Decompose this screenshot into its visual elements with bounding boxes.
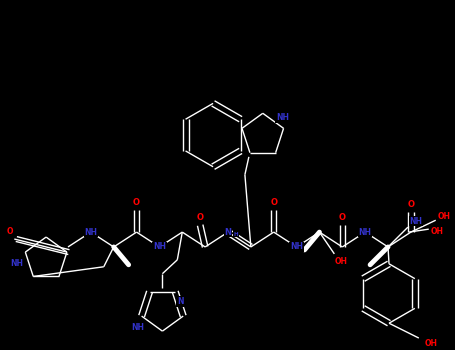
Text: NH: NH xyxy=(359,228,372,237)
Text: O: O xyxy=(7,226,14,236)
Text: OH: OH xyxy=(335,257,348,266)
Text: OH: OH xyxy=(437,212,450,221)
Text: NH: NH xyxy=(290,243,303,251)
Text: OH: OH xyxy=(424,338,437,348)
Text: NH: NH xyxy=(410,217,422,226)
Text: O: O xyxy=(270,198,277,207)
Text: NH: NH xyxy=(131,323,144,332)
Text: O: O xyxy=(197,213,204,222)
Text: H: H xyxy=(233,232,238,237)
Text: N: N xyxy=(224,228,232,237)
Text: O: O xyxy=(407,200,415,209)
Text: OH: OH xyxy=(430,226,443,236)
Text: O: O xyxy=(133,198,140,207)
Text: O: O xyxy=(339,213,346,222)
Text: NH: NH xyxy=(84,228,97,237)
Text: NH: NH xyxy=(10,259,23,268)
Text: NH: NH xyxy=(153,243,166,251)
Text: NH: NH xyxy=(276,113,289,122)
Text: N: N xyxy=(177,297,183,306)
